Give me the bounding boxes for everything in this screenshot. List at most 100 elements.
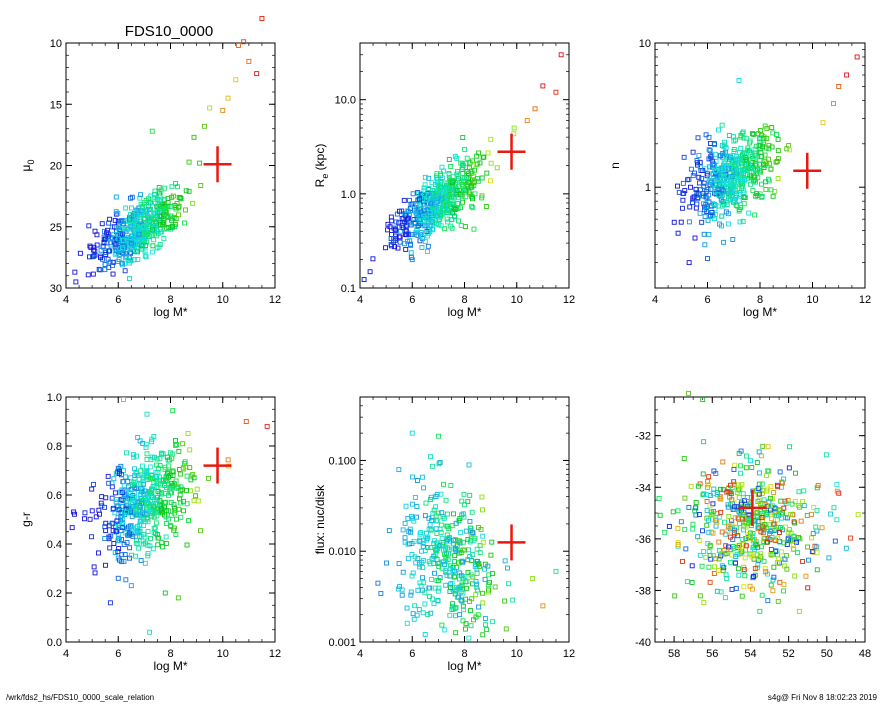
data-point: [686, 505, 692, 510]
data-point: [725, 190, 731, 196]
data-point: [165, 200, 171, 205]
data-point: [386, 528, 392, 534]
data-point: [110, 505, 116, 511]
x-tick-label: 6: [704, 294, 710, 306]
data-point: [700, 528, 705, 534]
data-point: [474, 581, 479, 587]
data-point: [129, 233, 134, 239]
data-point: [143, 208, 149, 214]
data-point: [413, 560, 419, 566]
data-point: [441, 547, 447, 553]
data-point: [672, 593, 678, 599]
data-point: [711, 162, 717, 168]
data-point: [736, 542, 742, 548]
data-point: [120, 245, 126, 251]
data-point: [166, 463, 172, 469]
data-point: [703, 554, 709, 560]
data-point: [156, 535, 162, 541]
data-point: [463, 160, 468, 166]
data-point: [704, 196, 710, 202]
data-point: [810, 531, 816, 536]
data-point: [182, 459, 188, 465]
data-point: [120, 222, 126, 228]
data-point: [456, 218, 461, 224]
scatter-panel-6: 58 56 54 52 50 48 -32 -34 -36 -38 -40: [635, 390, 871, 660]
data-point: [485, 563, 491, 569]
data-point: [139, 463, 145, 469]
data-point: [168, 480, 174, 486]
data-point: [753, 511, 759, 517]
data-point: [828, 511, 834, 517]
data-point: [414, 514, 420, 520]
data-point: [732, 506, 738, 512]
data-point: [706, 147, 712, 153]
data-point: [722, 139, 727, 145]
data-point: [202, 123, 207, 129]
data-point: [464, 579, 470, 584]
data-point: [184, 487, 189, 493]
data-point: [392, 226, 398, 232]
data-point: [98, 255, 104, 261]
data-point: [168, 500, 174, 505]
data-point: [98, 500, 104, 506]
data-point: [246, 58, 252, 64]
data-point: [127, 276, 132, 281]
data-point: [134, 512, 140, 518]
data-point: [742, 498, 747, 504]
data-point: [144, 239, 150, 245]
data-point: [157, 198, 163, 204]
data-point: [446, 171, 452, 176]
data-point: [85, 272, 91, 278]
data-point: [480, 632, 486, 638]
data-point: [420, 234, 425, 240]
data-point: [136, 481, 142, 487]
data-point: [697, 164, 703, 170]
data-point: [439, 622, 445, 628]
data-point: [768, 187, 774, 193]
data-point: [700, 183, 706, 189]
data-point: [428, 545, 434, 550]
data-point: [471, 183, 477, 188]
data-point: [121, 237, 126, 243]
data-point: [502, 558, 508, 564]
data-point: [422, 548, 428, 553]
data-point: [749, 465, 755, 470]
data-point: [730, 175, 736, 181]
x-tick-label: 12: [859, 294, 871, 306]
data-point: [176, 203, 182, 209]
data-point: [440, 540, 446, 545]
data-point: [717, 486, 723, 492]
data-point: [757, 138, 763, 144]
data-point: [476, 564, 482, 569]
data-point: [469, 203, 475, 209]
data-point: [150, 504, 156, 510]
data-point: [754, 552, 760, 558]
data-point: [788, 530, 794, 536]
data-point: [132, 466, 137, 472]
data-point: [696, 174, 702, 180]
data-point: [417, 216, 423, 222]
data-point: [118, 488, 124, 494]
data-point: [163, 500, 169, 505]
x-tick-label: 8: [461, 294, 467, 306]
data-point: [689, 563, 695, 569]
data-point: [422, 632, 428, 637]
data-point: [502, 598, 508, 604]
data-point: [736, 572, 742, 578]
data-point: [800, 559, 805, 564]
data-point: [438, 491, 444, 497]
data-point: [706, 517, 711, 523]
data-point: [792, 520, 798, 526]
data-point: [111, 541, 117, 546]
data-point: [783, 500, 789, 506]
data-point: [670, 509, 676, 515]
data-point: [686, 260, 692, 266]
data-point: [410, 474, 415, 480]
data-point: [438, 223, 444, 229]
data-point: [768, 547, 774, 552]
data-point: [720, 487, 726, 493]
data-point: [176, 506, 182, 512]
data-point: [735, 177, 741, 183]
data-point: [804, 512, 810, 518]
data-point: [783, 557, 789, 563]
